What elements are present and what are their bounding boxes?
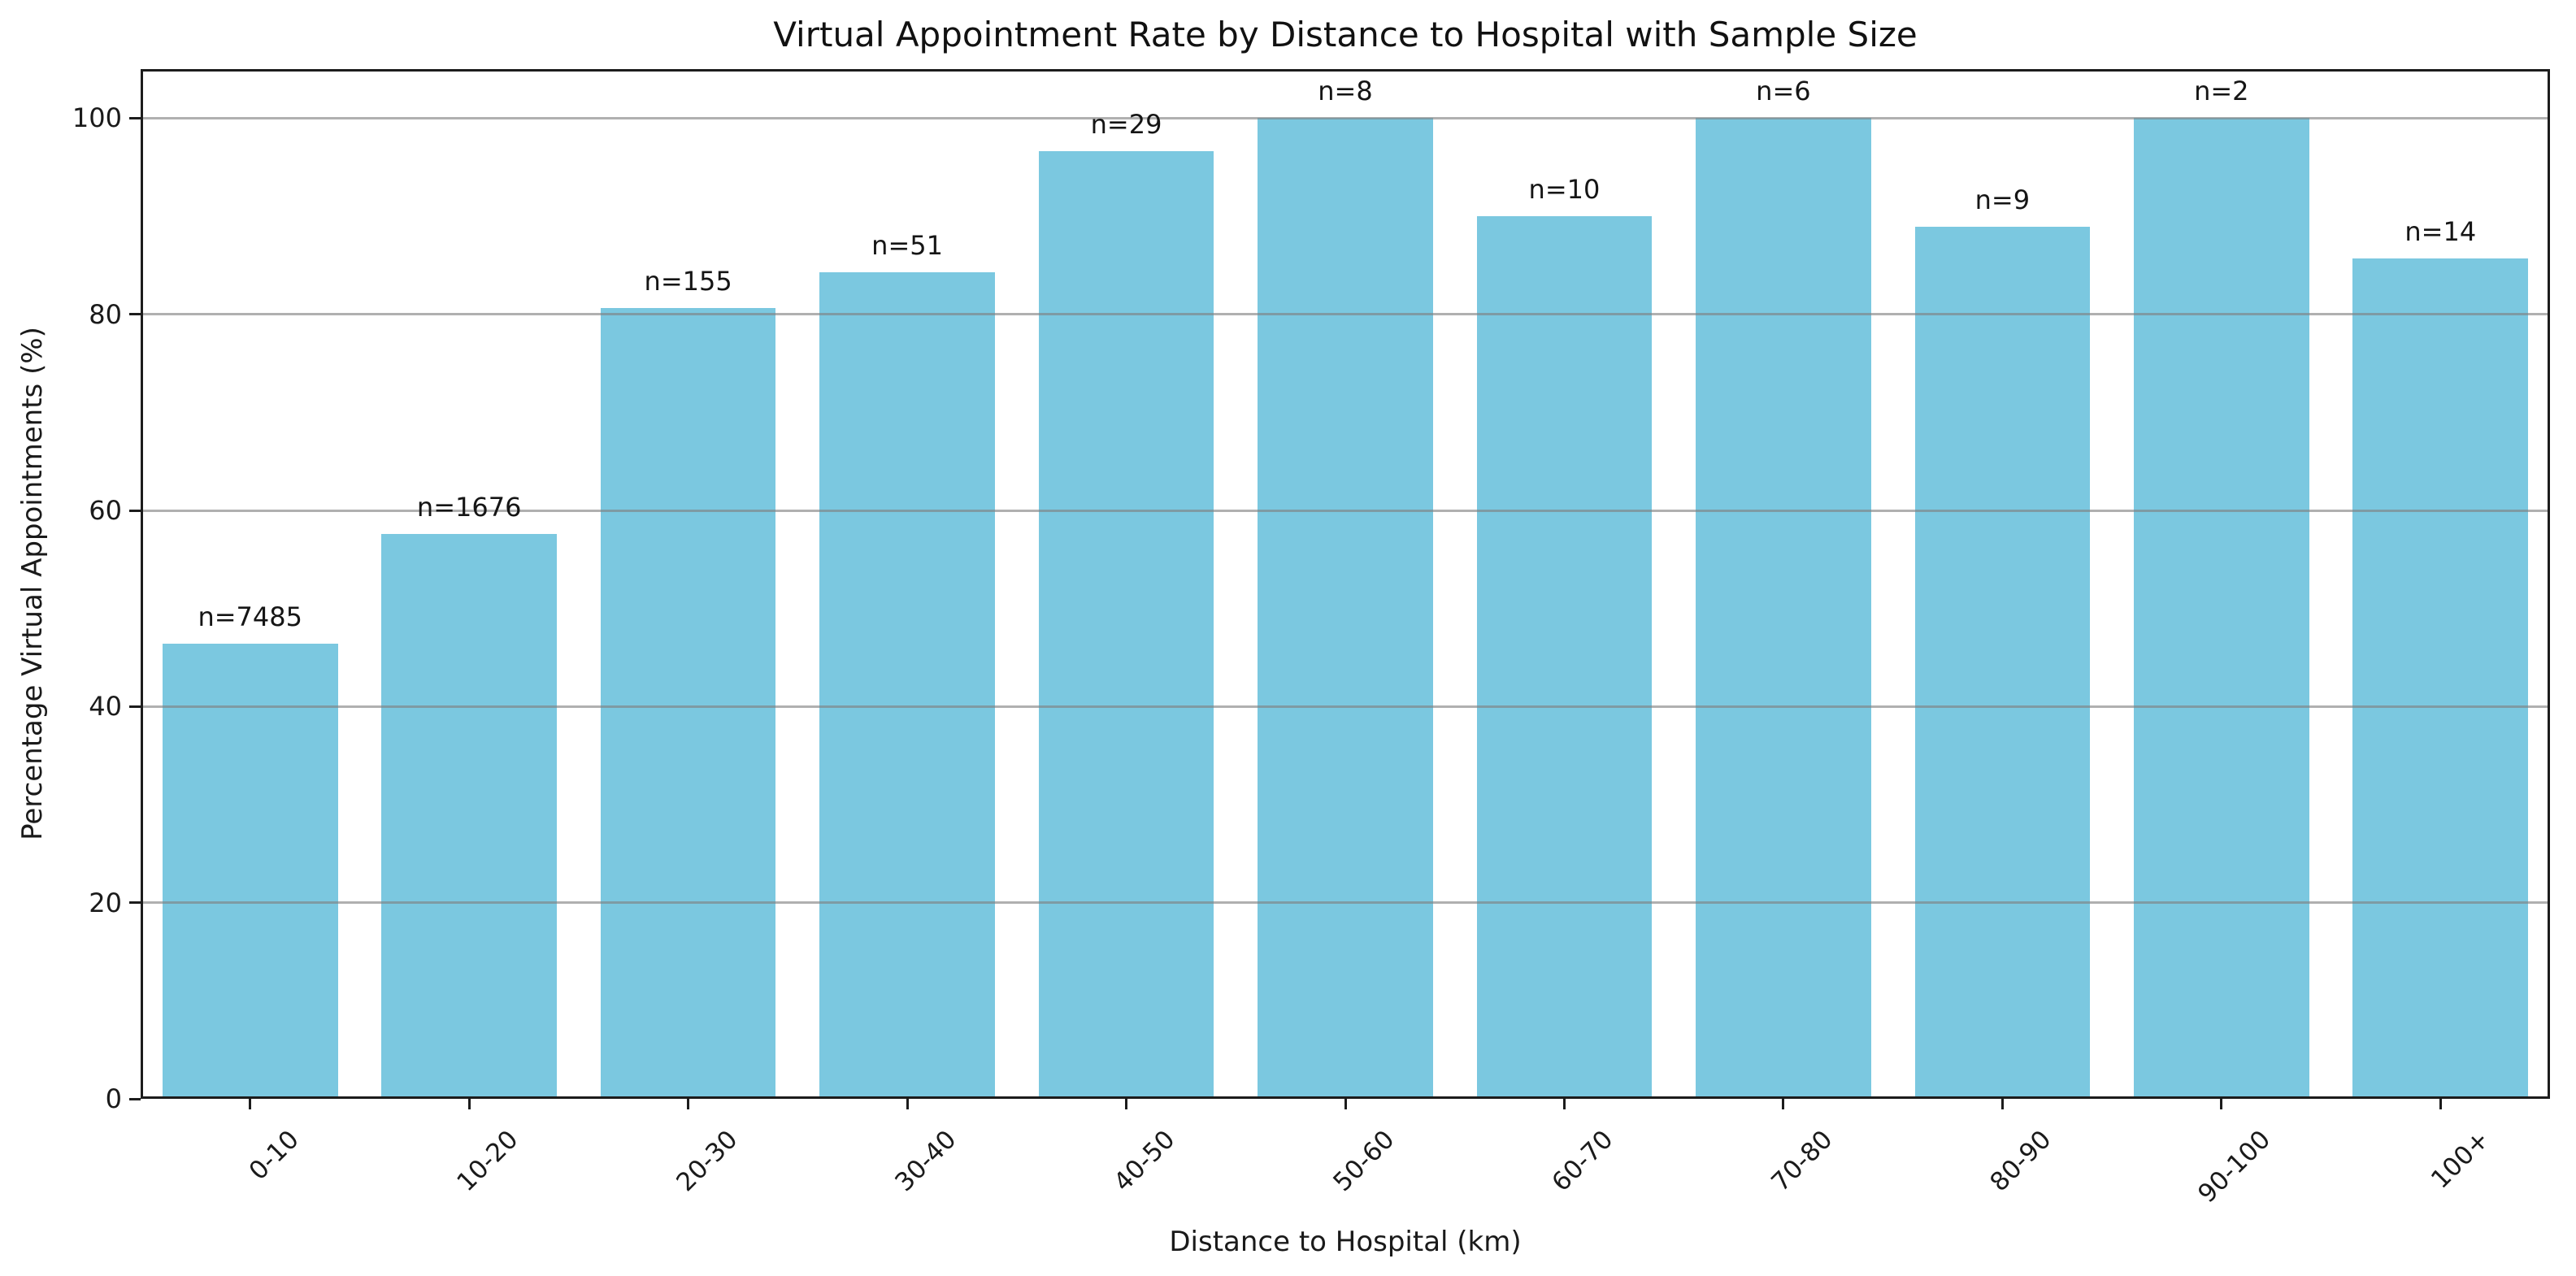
bar-40-50 bbox=[1038, 151, 1214, 1099]
y-axis-label: Percentage Virtual Appointments (%) bbox=[16, 327, 49, 840]
sample-size-label: n=51 bbox=[871, 229, 943, 261]
x-tick-label: 90-100 bbox=[2192, 1125, 2277, 1209]
sample-size-label: n=155 bbox=[644, 266, 732, 297]
y-tick bbox=[129, 1097, 141, 1100]
x-tick-label: 100+ bbox=[2426, 1125, 2496, 1195]
y-tick-label: 100 bbox=[72, 102, 122, 134]
gridline-100 bbox=[141, 116, 2550, 119]
x-tick bbox=[249, 1099, 252, 1109]
bar-30-40 bbox=[819, 271, 995, 1099]
bar-60-70 bbox=[1476, 216, 1653, 1099]
sample-size-label: n=8 bbox=[1318, 76, 1373, 107]
sample-size-label: n=1676 bbox=[416, 491, 522, 523]
y-tick bbox=[129, 901, 141, 905]
bar-50-60 bbox=[1258, 118, 1433, 1099]
x-tick-label: 50-60 bbox=[1327, 1125, 1401, 1198]
x-tick-label: 70-80 bbox=[1766, 1125, 1839, 1198]
y-tick-label: 40 bbox=[89, 691, 122, 723]
x-tick-label: 40-50 bbox=[1108, 1125, 1182, 1198]
x-tick-label: 20-30 bbox=[670, 1125, 744, 1198]
bar-100+ bbox=[2352, 258, 2529, 1099]
x-tick bbox=[687, 1099, 690, 1109]
x-tick-label: 60-70 bbox=[1546, 1125, 1619, 1198]
sample-size-label: n=29 bbox=[1090, 109, 1162, 141]
y-tick-label: 20 bbox=[89, 887, 122, 918]
x-tick bbox=[2220, 1099, 2223, 1109]
x-tick bbox=[2000, 1099, 2004, 1109]
y-tick bbox=[129, 313, 141, 316]
x-axis-label: Distance to Hospital (km) bbox=[1169, 1226, 1522, 1258]
x-tick-label: 80-90 bbox=[1984, 1125, 2057, 1198]
x-tick-label: 30-40 bbox=[889, 1125, 962, 1198]
gridline-60 bbox=[141, 509, 2550, 512]
sample-size-label: n=7485 bbox=[198, 601, 302, 633]
bar-80-90 bbox=[1914, 227, 2091, 1099]
y-tick-label: 0 bbox=[105, 1083, 122, 1114]
x-tick bbox=[1125, 1099, 1128, 1109]
y-tick-label: 80 bbox=[89, 298, 122, 330]
bar-20-30 bbox=[600, 308, 776, 1099]
x-tick bbox=[1562, 1099, 1566, 1109]
y-tick bbox=[129, 509, 141, 512]
sample-size-label: n=9 bbox=[1974, 184, 2031, 216]
x-tick bbox=[1782, 1099, 1785, 1109]
x-tick-label: 0-10 bbox=[243, 1125, 306, 1187]
x-tick bbox=[1344, 1099, 1347, 1109]
sample-size-label: n=6 bbox=[1756, 76, 1811, 107]
plot-area: n=7485 n=1676 n=155 n=51 n=29 n=8 n=10 n=6 n=9 n=… bbox=[141, 69, 2550, 1099]
chart-title: Virtual Appointment Rate by Distance to … bbox=[773, 15, 1918, 54]
x-tick-label: 10-20 bbox=[451, 1125, 524, 1198]
x-tick bbox=[906, 1099, 909, 1109]
x-tick bbox=[467, 1099, 471, 1109]
y-tick-label: 60 bbox=[89, 495, 122, 526]
x-tick bbox=[2439, 1099, 2442, 1109]
gridline-40 bbox=[141, 705, 2550, 708]
y-tick bbox=[129, 116, 141, 119]
sample-size-label: n=2 bbox=[2194, 76, 2249, 107]
y-tick bbox=[129, 705, 141, 708]
sample-size-label: n=14 bbox=[2404, 215, 2477, 247]
bar-10-20 bbox=[381, 533, 557, 1099]
sample-size-label: n=10 bbox=[1528, 174, 1601, 205]
gridline-20 bbox=[141, 901, 2550, 905]
bar-90-100 bbox=[2134, 118, 2309, 1099]
bar-70-80 bbox=[1696, 118, 1871, 1099]
gridline-80 bbox=[141, 313, 2550, 316]
bar-0-10 bbox=[162, 644, 338, 1099]
